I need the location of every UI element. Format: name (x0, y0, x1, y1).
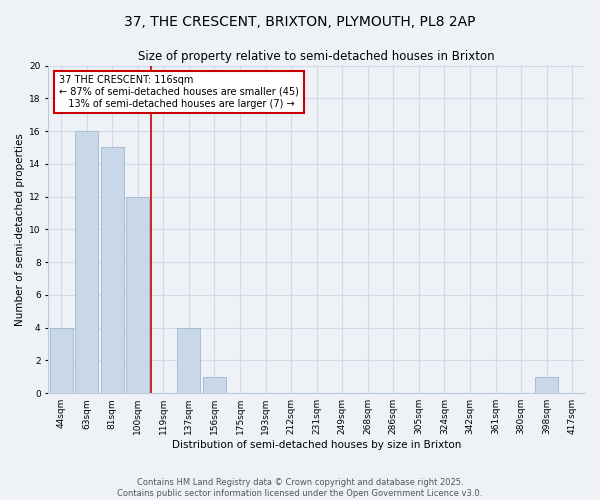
Bar (101, 148, 124, 393)
Title: Size of property relative to semi-detached houses in Brixton: Size of property relative to semi-detach… (139, 50, 495, 63)
Bar (126, 196, 149, 393)
Y-axis label: Number of semi-detached properties: Number of semi-detached properties (15, 133, 25, 326)
Bar (203, 377, 226, 393)
Bar (75, 131, 98, 393)
X-axis label: Distribution of semi-detached houses by size in Brixton: Distribution of semi-detached houses by … (172, 440, 461, 450)
Text: 37, THE CRESCENT, BRIXTON, PLYMOUTH, PL8 2AP: 37, THE CRESCENT, BRIXTON, PLYMOUTH, PL8… (124, 15, 476, 29)
Bar (178, 328, 200, 393)
Text: 37 THE CRESCENT: 116sqm
← 87% of semi-detached houses are smaller (45)
   13% of: 37 THE CRESCENT: 116sqm ← 87% of semi-de… (59, 76, 299, 108)
Text: Contains HM Land Registry data © Crown copyright and database right 2025.
Contai: Contains HM Land Registry data © Crown c… (118, 478, 482, 498)
Bar (50, 328, 73, 393)
Bar (535, 377, 558, 393)
